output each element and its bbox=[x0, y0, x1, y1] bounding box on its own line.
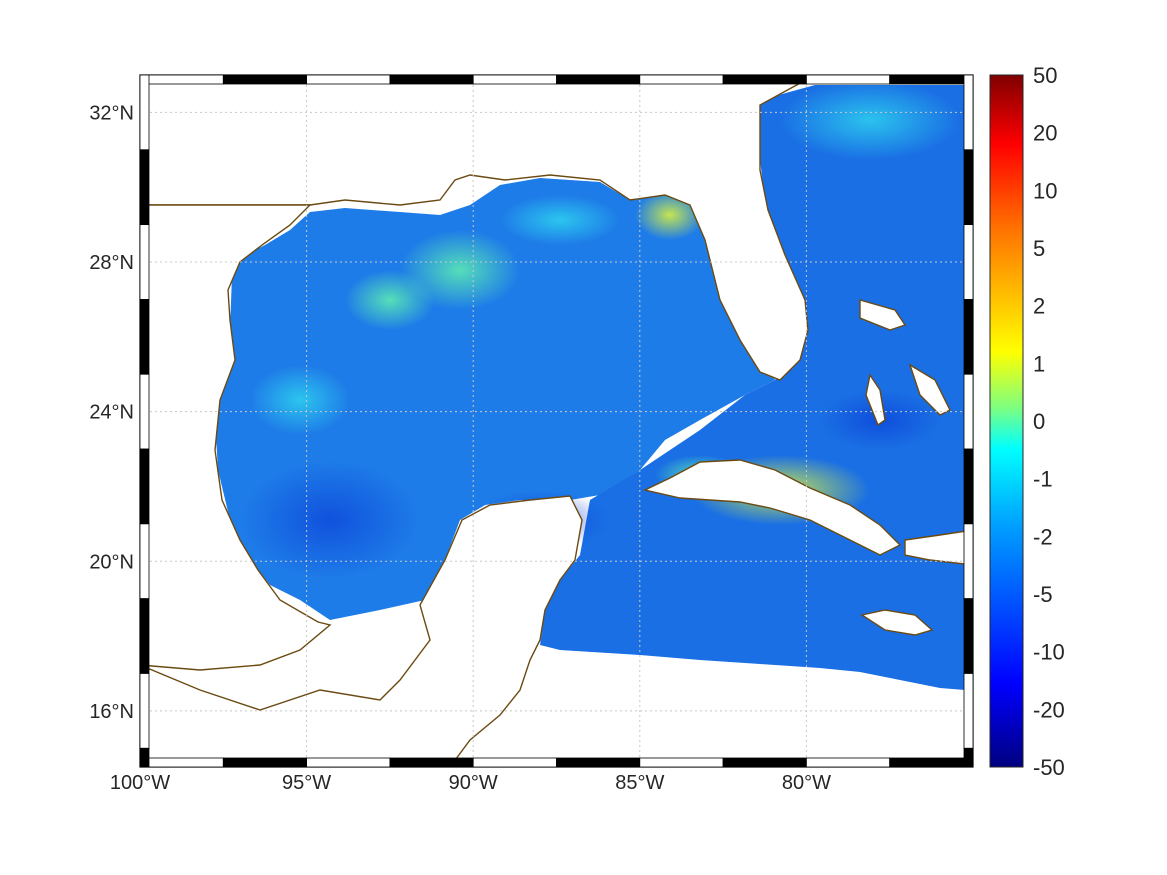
colorbar-tick-label: 1 bbox=[1033, 351, 1045, 376]
frame-seg-top bbox=[889, 74, 974, 85]
frame-seg-right bbox=[963, 74, 974, 151]
frame-seg-right bbox=[963, 448, 974, 525]
frame-seg-top bbox=[472, 74, 557, 85]
frame-seg-bottom bbox=[306, 757, 391, 768]
colorbar-tick-label: -50 bbox=[1033, 755, 1065, 780]
colorbar-gradient bbox=[989, 74, 1024, 768]
frame-seg-left bbox=[139, 448, 150, 525]
frame-seg-left bbox=[139, 149, 150, 226]
colorbar-tick-label: -5 bbox=[1033, 582, 1053, 607]
lat-tick-label: 20°N bbox=[89, 551, 134, 573]
frame-seg-bottom bbox=[556, 757, 641, 768]
colorbar-tick-label: -20 bbox=[1033, 697, 1065, 722]
frame-seg-left bbox=[139, 224, 150, 300]
lat-tick-label: 32°N bbox=[89, 102, 134, 124]
frame-seg-left bbox=[139, 373, 150, 450]
frame-seg-bottom bbox=[389, 757, 474, 768]
frame-seg-bottom bbox=[472, 757, 557, 768]
frame-seg-bottom bbox=[806, 757, 891, 768]
frame-seg-bottom bbox=[139, 757, 224, 768]
latitude-tick-labels: 16°N 20°N 24°N 28°N 32°N bbox=[89, 102, 134, 722]
colorbar-tick-label: 20 bbox=[1033, 121, 1057, 146]
lon-tick-label: 80°W bbox=[782, 772, 831, 794]
frame-seg-left bbox=[139, 523, 150, 600]
colorbar-tick-label: 0 bbox=[1033, 409, 1045, 434]
cuba-island bbox=[642, 459, 902, 556]
frame-seg-right bbox=[963, 224, 974, 300]
florida-land bbox=[140, 75, 816, 381]
frame-seg-top bbox=[306, 74, 391, 85]
longitude-tick-labels: 100°W 95°W 90°W 85°W 80°W bbox=[110, 772, 831, 794]
frame-seg-left bbox=[139, 299, 150, 375]
lon-tick-label: 100°W bbox=[110, 772, 170, 794]
jamaica-island bbox=[860, 609, 934, 636]
frame-seg-right bbox=[963, 299, 974, 375]
bahamas-3 bbox=[908, 363, 951, 416]
colorbar-tick-label: 50 bbox=[1033, 63, 1057, 88]
frame-seg-top bbox=[222, 74, 308, 85]
frame-seg-bottom bbox=[889, 757, 974, 768]
colorbar-tick-label: -1 bbox=[1033, 467, 1053, 492]
frame-seg-top bbox=[139, 74, 224, 85]
map-frame bbox=[139, 74, 974, 768]
frame-seg-top bbox=[722, 74, 807, 85]
colorbar-tick-label: -2 bbox=[1033, 524, 1053, 549]
frame-seg-right bbox=[963, 598, 974, 674]
frame-seg-left bbox=[139, 747, 150, 768]
colorbar-tick-label: 2 bbox=[1033, 294, 1045, 319]
frame-seg-left bbox=[139, 598, 150, 674]
frame-seg-bottom bbox=[722, 757, 807, 768]
hispaniola-land bbox=[904, 529, 973, 566]
frame-seg-top bbox=[639, 74, 724, 85]
frame-seg-right bbox=[963, 673, 974, 749]
lat-tick-label: 28°N bbox=[89, 252, 134, 274]
colorbar-tick-label: 10 bbox=[1033, 178, 1057, 203]
yucatan-land bbox=[140, 495, 583, 767]
frame-seg-right bbox=[963, 149, 974, 226]
frame-seg-left bbox=[139, 673, 150, 749]
land-masses bbox=[140, 75, 973, 767]
frame-seg-left bbox=[139, 74, 150, 151]
frame-seg-bottom bbox=[222, 757, 308, 768]
frame-seg-right bbox=[963, 523, 974, 600]
lat-tick-label: 16°N bbox=[89, 701, 134, 723]
colorbar-tick-label: 5 bbox=[1033, 236, 1045, 261]
lon-tick-label: 90°W bbox=[449, 772, 498, 794]
lat-tick-label: 24°N bbox=[89, 402, 134, 424]
frame-seg-top bbox=[389, 74, 474, 85]
frame-seg-right bbox=[963, 747, 974, 768]
frame-seg-right bbox=[963, 373, 974, 450]
frame-seg-top bbox=[806, 74, 891, 85]
texas-mexico-west-land bbox=[140, 204, 332, 671]
bahamas-1 bbox=[859, 299, 907, 331]
lon-tick-label: 85°W bbox=[615, 772, 664, 794]
lon-tick-label: 95°W bbox=[282, 772, 331, 794]
frame-seg-top bbox=[556, 74, 641, 85]
colorbar-tick-label: -10 bbox=[1033, 640, 1065, 665]
bahamas-2 bbox=[865, 373, 886, 427]
frame-seg-bottom bbox=[639, 757, 724, 768]
